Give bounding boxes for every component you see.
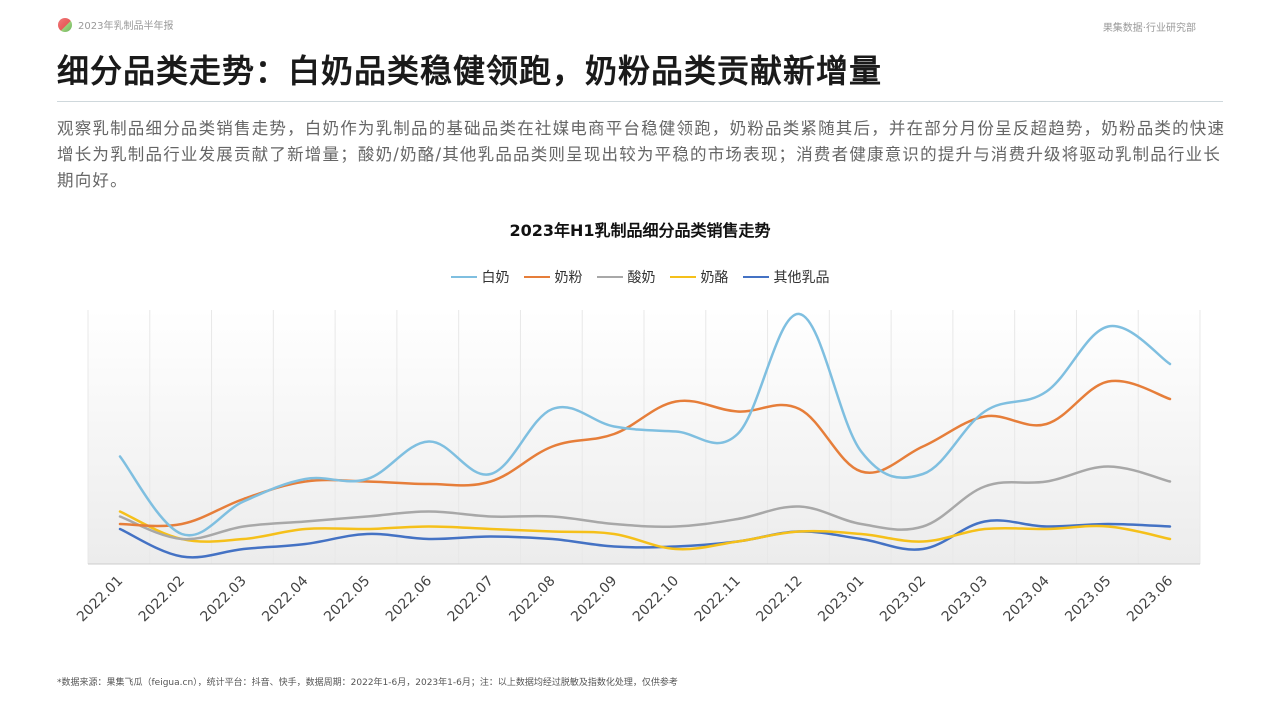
x-tick-label: 2022.04 [259,573,311,625]
line-chart: 2022.01 2022.02 2022.03 2022.04 2022.05 2022.… [74,310,1201,625]
department-label: 果集数据·行业研究部 [1102,23,1196,34]
x-tick-label: 2022.08 [506,573,558,625]
x-tick-label: 2023.01 [815,573,867,625]
legend-swatch [596,275,623,279]
x-tick-label: 2023.05 [1062,573,1114,625]
legend-swatch [669,275,696,279]
x-tick-label: 2022.01 [74,573,126,625]
legend-item[interactable]: 奶粉 [523,267,583,287]
x-tick-label: 2022.12 [753,573,805,625]
series-line [118,379,1172,528]
brand-logo-icon [58,17,72,32]
legend-label: 其他乳品 [773,270,830,286]
x-tick-label: 2022.09 [568,573,620,625]
page-title: 细分品类走势：白奶品类稳健领跑，奶粉品类贡献新增量 [57,52,883,90]
legend-item[interactable]: 白奶 [450,267,510,287]
source-footnote: *数据来源：果集飞瓜（feigua.cn），统计平台：抖音、快手，数据周期：20… [57,678,678,688]
series-line [118,312,1172,537]
x-tick-label: 2023.06 [1124,573,1176,625]
x-tick-label: 2022.06 [383,573,435,625]
legend-label: 奶粉 [554,270,583,286]
x-tick-label: 2022.03 [198,573,250,625]
x-tick-label: 2022.02 [136,573,188,625]
series-line [118,465,1172,541]
x-tick-label: 2023.03 [939,573,991,625]
legend-label: 白奶 [481,270,510,286]
series-line [118,519,1172,559]
legend-label: 奶酪 [700,270,729,286]
x-tick-label: 2022.11 [692,573,744,625]
x-tick-label: 2022.05 [321,573,373,625]
chart-legend: 白奶 奶粉 酸奶 奶酪 其他乳品 [0,267,1280,287]
report-name: 2023年乳制品半年报 [78,21,174,32]
page-description: 观察乳制品细分品类销售走势，白奶作为乳制品的基础品类在社媒电商平台稳健领跑，奶粉… [57,119,1226,190]
legend-swatch [523,275,550,279]
legend-label: 酸奶 [627,270,656,286]
title-divider [57,101,1223,102]
report-header: 2023年乳制品半年报 [58,17,173,32]
chart-title: 2023年H1乳制品细分品类销售走势 [509,221,771,240]
legend-item[interactable]: 酸奶 [596,267,656,287]
x-tick-label: 2022.10 [630,573,682,625]
legend-item[interactable]: 奶酪 [669,267,729,287]
x-tick-label: 2023.02 [877,573,929,625]
series-line [118,510,1172,551]
legend-item[interactable]: 其他乳品 [742,267,830,287]
x-tick-label: 2023.04 [1001,573,1053,625]
legend-swatch [742,275,769,279]
legend-swatch [450,275,477,279]
x-tick-label: 2022.07 [445,573,497,625]
